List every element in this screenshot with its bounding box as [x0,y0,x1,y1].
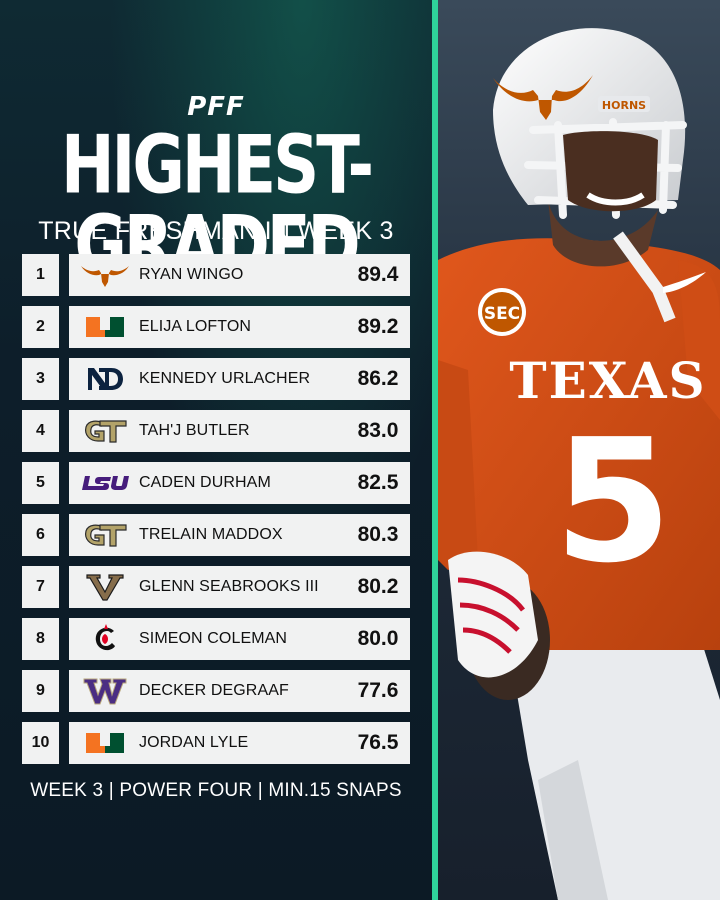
ranking-row: 2 ELIJA LOFTON 89.2 [22,306,410,348]
rank-number: 6 [22,514,59,556]
vanderbilt-v-icon [75,566,135,608]
player-cell: RYAN WINGO [69,254,360,296]
page-title: HIGHEST-GRADED [60,119,374,293]
rank-number: 5 [22,462,59,504]
player-grade: 77.6 [346,670,410,712]
player-cell: JORDAN LYLE [69,722,360,764]
miami-u-icon [75,306,135,348]
ranking-row: 8 SIMEON COLEMAN 80.0 [22,618,410,660]
player-grade: 80.0 [346,618,410,660]
accent-divider [432,0,438,900]
player-name: KENNEDY URLACHER [139,370,311,387]
jersey-number: 5 [554,403,672,601]
rank-number: 1 [22,254,59,296]
player-name: GLENN SEABROOKS III [139,578,319,595]
graphic-panel: PFF HIGHEST-GRADED TRUE FRESHMAN IN WEEK… [0,0,432,900]
player-name: CADEN DURHAM [139,474,271,491]
player-grade: 80.2 [346,566,410,608]
footer-criteria: WEEK 3 | POWER FOUR | MIN.15 SNAPS [30,780,402,801]
player-name: RYAN WINGO [139,266,244,283]
player-cell: TAH'J BUTLER [69,410,360,452]
pff-logo: PFF [187,92,245,122]
player-grade: 76.5 [346,722,410,764]
ranking-row: 9 DECKER DEGRAAF 77.6 [22,670,410,712]
player-cell: TRELAIN MADDOX [69,514,360,556]
cincinnati-c-icon [75,618,135,660]
texas-longhorn-icon [75,254,135,296]
rank-number: 10 [22,722,59,764]
ranking-row: 5 CADEN DURHAM 82.5 [22,462,410,504]
page-subtitle: TRUE FRESHMAN IN WEEK 3 [38,217,394,245]
player-name: DECKER DEGRAAF [139,682,289,699]
player-grade: 86.2 [346,358,410,400]
player-name: ELIJA LOFTON [139,318,252,335]
player-cell: DECKER DEGRAAF [69,670,360,712]
lsu-icon [75,462,135,504]
ranking-row: 3 KENNEDY URLACHER 86.2 [22,358,410,400]
player-grade: 82.5 [346,462,410,504]
rank-number: 4 [22,410,59,452]
georgia-tech-gt-icon [75,410,135,452]
ranking-row: 6 TRELAIN MADDOX 80.3 [22,514,410,556]
player-grade: 83.0 [346,410,410,452]
helmet-horns-text: HORNS [602,99,646,112]
georgia-tech-gt-icon [75,514,135,556]
ranking-row: 7 GLENN SEABROOKS III 80.2 [22,566,410,608]
rank-number: 3 [22,358,59,400]
texas-player-illustration: SEC TEXAS 5 HORNS [438,0,720,900]
player-name: TAH'J BUTLER [139,422,250,439]
ranking-row: 10 JORDAN LYLE 76.5 [22,722,410,764]
rank-number: 9 [22,670,59,712]
rank-number: 2 [22,306,59,348]
miami-u-icon [75,722,135,764]
player-cell: GLENN SEABROOKS III [69,566,360,608]
sec-patch-text: SEC [484,304,520,324]
player-cell: SIMEON COLEMAN [69,618,360,660]
player-name: TRELAIN MADDOX [139,526,283,543]
player-grade: 89.2 [346,306,410,348]
player-name: JORDAN LYLE [139,734,249,751]
player-cell: KENNEDY URLACHER [69,358,360,400]
player-cell: ELIJA LOFTON [69,306,360,348]
notre-dame-nd-icon [75,358,135,400]
jersey-lettering: TEXAS [509,351,706,410]
player-grade: 80.3 [346,514,410,556]
player-name: SIMEON COLEMAN [139,630,288,647]
ranking-row: 4 TAH'J BUTLER 83.0 [22,410,410,452]
player-grade: 89.4 [346,254,410,296]
player-photo: SEC TEXAS 5 HORNS [438,0,720,900]
player-cell: CADEN DURHAM [69,462,360,504]
rank-number: 7 [22,566,59,608]
rank-number: 8 [22,618,59,660]
ranking-row: 1 RYAN WINGO 89.4 [22,254,410,296]
washington-w-icon [75,670,135,712]
